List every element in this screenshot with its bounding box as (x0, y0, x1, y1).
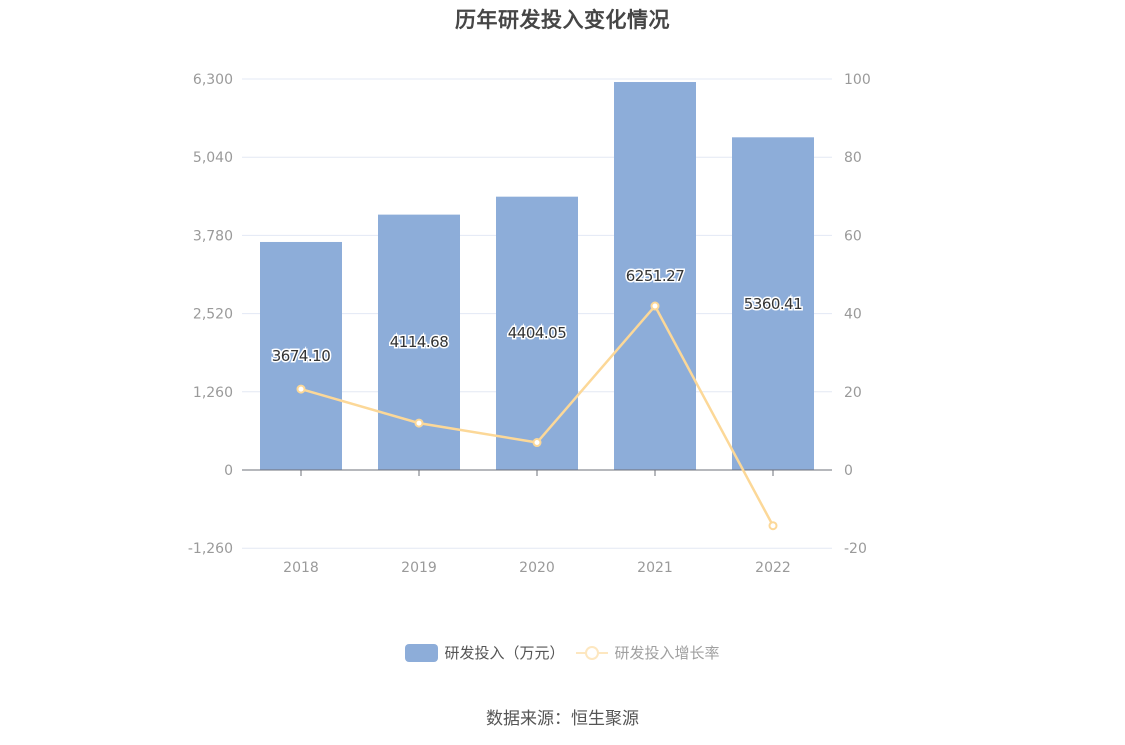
right-axis-tick-label: 40 (844, 307, 862, 323)
data-labels: 3674.10 4114.68 4404.05 6251.27 5360.41 (270, 266, 804, 367)
line-point-2018[interactable] (296, 384, 306, 394)
data-source-note: 数据来源：恒生聚源 (486, 709, 639, 729)
left-axis-tick-label: 0 (224, 463, 233, 479)
right-axis-tick-label: 100 (844, 72, 871, 88)
left-axis-tick-label: 2,520 (193, 307, 233, 323)
right-axis-tick-label: -20 (844, 541, 867, 557)
left-axis-tick-label: 6,300 (193, 72, 233, 88)
bar-swatch-icon (405, 643, 439, 662)
left-axis-tick-label: 5,040 (193, 150, 233, 166)
line-point-2019[interactable] (414, 418, 424, 428)
right-axis-tick-label: 0 (844, 463, 853, 479)
x-axis-tick-label: 2020 (519, 560, 555, 576)
legend-label: 研发投入增长率 (614, 644, 720, 662)
bar-value-label: 4114.68 (390, 333, 449, 351)
bar-value-label: 3674.10 (272, 347, 331, 365)
chart-title: 历年研发投入变化情况 (455, 8, 670, 32)
x-axis-tick-label: 2018 (283, 560, 319, 576)
x-axis: 2018 2019 2020 2021 2022 (242, 469, 832, 576)
left-axis-tick-label: 1,260 (193, 385, 233, 401)
left-axis-tick-label: 3,780 (193, 228, 233, 244)
legend-label: 研发投入（万元） (444, 644, 565, 662)
bar-value-label: 4404.05 (508, 324, 567, 342)
bar-value-label: 5360.41 (744, 295, 803, 313)
right-axis-tick-label: 80 (844, 150, 862, 166)
line-series (296, 301, 778, 531)
line-point-2020[interactable] (532, 438, 542, 448)
line-circle-swatch-icon (575, 645, 608, 660)
legend: 研发投入（万元） 研发投入增长率 (0, 642, 1125, 663)
chart-plot-area: -1,260 0 1,260 2,520 3,780 5,040 6,300 -20 0 20 4… (188, 72, 871, 576)
x-axis-tick-label: 2019 (401, 560, 437, 576)
legend-item-rd-investment[interactable]: 研发投入（万元） (405, 642, 565, 663)
bar-series (260, 82, 814, 470)
right-axis-tick-label: 60 (844, 228, 862, 244)
left-axis-ticks: -1,260 0 1,260 2,520 3,780 5,040 6,300 (188, 72, 233, 557)
x-axis-tick-label: 2022 (755, 560, 791, 576)
bar-value-label: 6251.27 (626, 267, 685, 285)
line-point-2022[interactable] (768, 521, 778, 531)
bar-2018[interactable] (260, 241, 342, 470)
bar-2022[interactable] (732, 137, 814, 470)
bar-2020[interactable] (496, 196, 578, 470)
right-axis-ticks: -20 0 20 40 60 80 100 (844, 72, 871, 557)
line-point-2021[interactable] (650, 301, 660, 311)
bar-2021[interactable] (614, 82, 696, 470)
left-axis-tick-label: -1,260 (188, 541, 233, 557)
x-axis-tick-label: 2021 (637, 560, 673, 576)
legend-item-growth-rate[interactable]: 研发投入增长率 (575, 642, 720, 663)
right-axis-tick-label: 20 (844, 385, 862, 401)
